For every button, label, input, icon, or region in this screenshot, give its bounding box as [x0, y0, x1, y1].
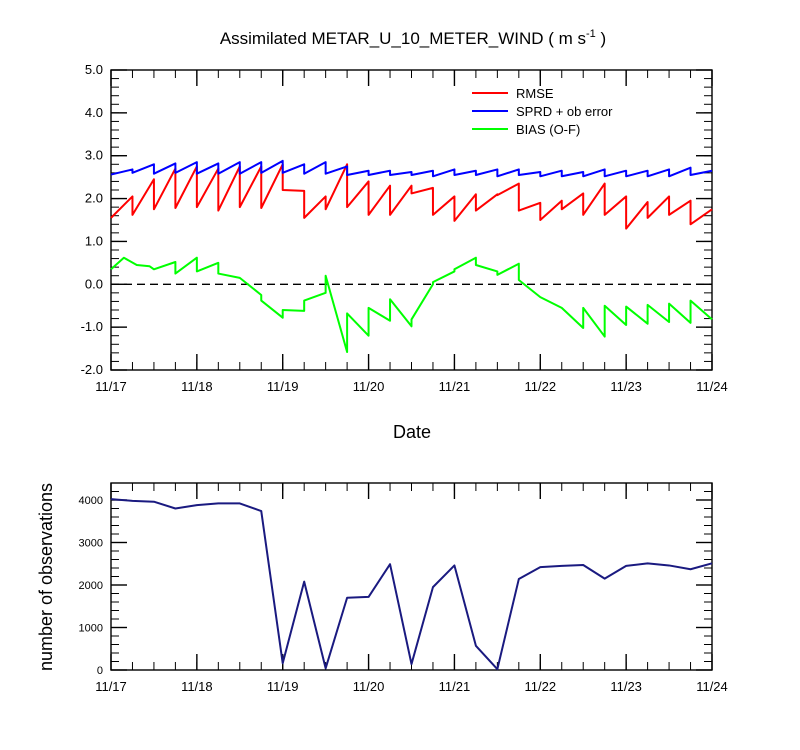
x-tick-label: 11/23: [610, 679, 642, 694]
x-tick-label: 11/23: [610, 379, 642, 394]
legend-label: RMSE: [516, 86, 554, 101]
y-tick-label: 5.0: [85, 62, 103, 77]
series-bias-o-f-line: [110, 256, 713, 353]
chart-title-main: Assimilated METAR_U_10_METER_WIND ( m s: [220, 29, 586, 48]
x-tick-label: 11/18: [181, 679, 213, 694]
bottom-chart-y-label: number of observations: [36, 483, 56, 671]
plot-frame: [110, 482, 713, 671]
chart-title-superscript: -1: [586, 28, 596, 40]
y-tick-label: 2000: [79, 580, 103, 592]
x-tick-label: 11/21: [439, 379, 471, 394]
legend-label: BIAS (O-F): [516, 122, 580, 137]
legend-label: SPRD + ob error: [516, 104, 613, 119]
y-tick-label: -1.0: [81, 319, 103, 334]
x-tick-label: 11/19: [267, 379, 299, 394]
series-observation-count-line: [110, 498, 713, 671]
top-chart-x-label: Date: [393, 422, 431, 442]
y-tick-label: 0.0: [85, 276, 103, 291]
y-tick-label: 3000: [79, 538, 103, 550]
x-tick-label: 11/22: [524, 679, 556, 694]
bottom-chart: 11/17 11/18 11/19 11/20 11/21 11/22 11/23 11/24…: [79, 482, 728, 694]
x-tick-label: 11/20: [353, 379, 385, 394]
chart-title-close: ): [596, 29, 606, 48]
x-tick-label: 11/17: [95, 379, 127, 394]
x-tick-label: 11/18: [181, 379, 213, 394]
y-tick-label: -2.0: [81, 362, 103, 377]
x-tick-label: 11/24: [696, 379, 728, 394]
y-tick-label: 3.0: [85, 148, 103, 163]
y-tick-label: 4.0: [85, 105, 103, 120]
series-sprd-ob-error-line: [110, 159, 713, 178]
top-chart: 11/17 11/18 11/19 11/20 11/21 11/22 11/23 11/24…: [81, 62, 728, 394]
y-tick-label: 1.0: [85, 233, 103, 248]
x-tick-label: 11/22: [524, 379, 556, 394]
x-tick-label: 11/19: [267, 679, 299, 694]
x-tick-label: 11/24: [696, 679, 728, 694]
chart-title: Assimilated METAR_U_10_METER_WIND ( m s-…: [220, 28, 606, 48]
x-tick-label: 11/21: [439, 679, 471, 694]
y-tick-label: 2.0: [85, 191, 103, 206]
series-rmse-line: [110, 163, 713, 230]
x-tick-label: 11/17: [95, 679, 127, 694]
x-tick-label: 11/20: [353, 679, 385, 694]
y-tick-label: 0: [97, 665, 103, 677]
y-tick-label: 1000: [79, 623, 103, 635]
y-tick-label: 4000: [79, 495, 103, 507]
